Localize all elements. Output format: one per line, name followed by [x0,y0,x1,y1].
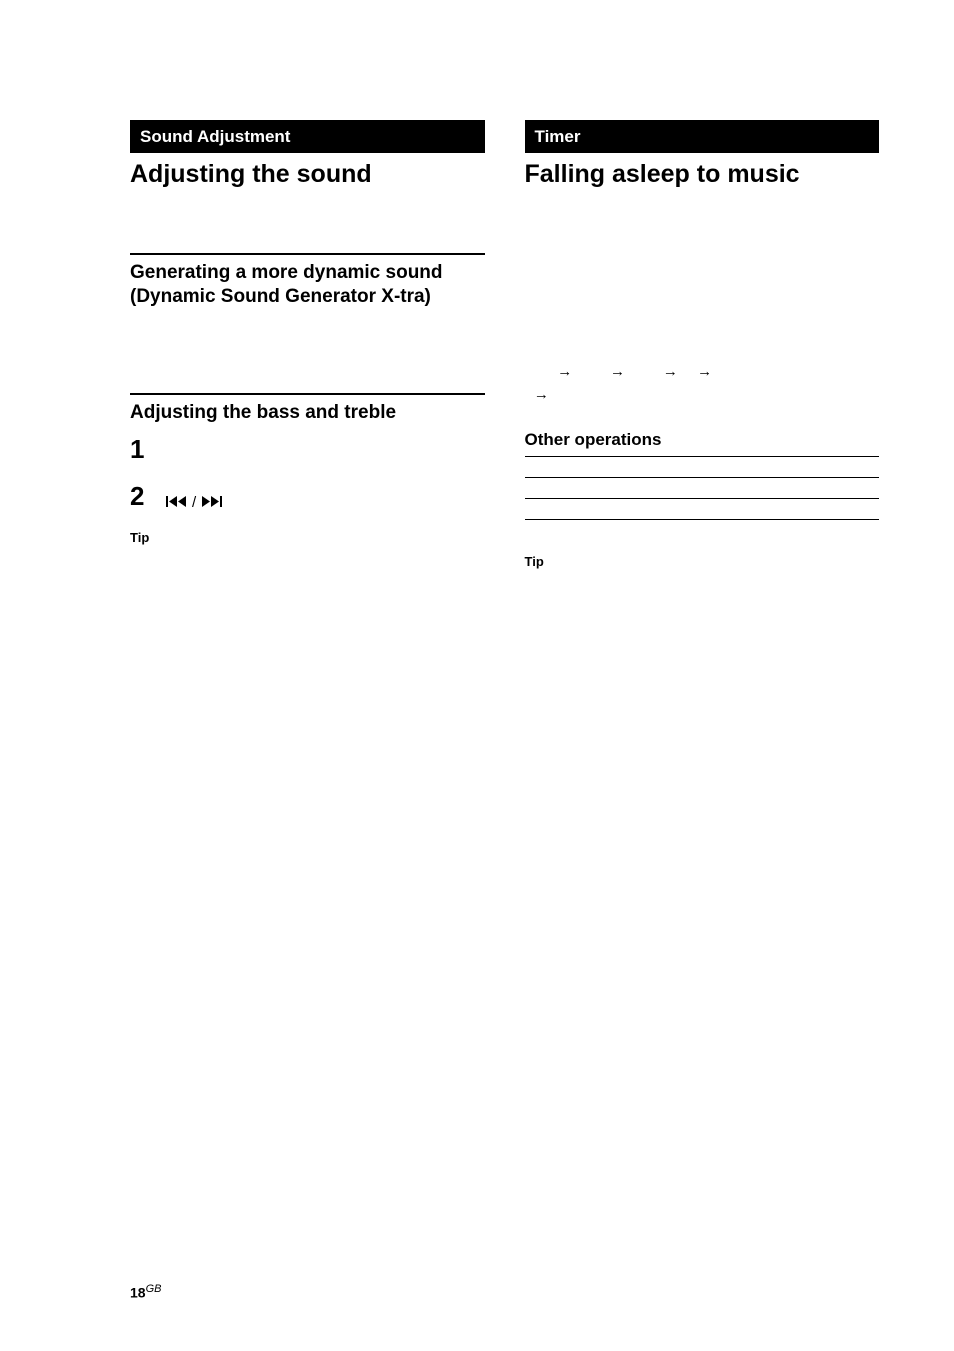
table-row [525,478,880,499]
arrow-right-icon: → [663,363,679,380]
table-row [525,499,880,520]
step-text: / [164,491,224,511]
ops-to [525,457,688,478]
skip-back-icon [166,493,188,513]
page-number-value: 18 [130,1285,146,1301]
page-number-suffix: GB [146,1283,162,1295]
table-row [525,457,880,478]
tip-label: Tip [525,554,880,569]
tip-label: Tip [130,530,485,545]
spacer [130,337,485,393]
sleep-sequence: → → → → → [525,361,880,406]
step-2: 2 / [130,481,485,512]
step-number: 1 [130,434,164,465]
section-bar-timer: Timer [525,120,880,153]
ops-do [688,478,879,499]
rule [130,253,485,255]
left-column: Sound Adjustment Adjusting the sound Gen… [130,120,485,569]
page-number: 18GB [130,1283,161,1301]
subheading-dynamic-sound: Generating a more dynamic sound (Dynamic… [130,261,485,309]
two-column-layout: Sound Adjustment Adjusting the sound Gen… [130,120,879,569]
slash: / [192,493,196,513]
arrow-right-icon: → [697,363,713,380]
arrow-right-icon: → [610,363,626,380]
other-operations-table [525,456,880,520]
page: Sound Adjustment Adjusting the sound Gen… [0,0,954,1351]
spacer [525,253,880,361]
subheading-bass-treble: Adjusting the bass and treble [130,401,485,425]
heading-falling-asleep: Falling asleep to music [525,159,880,189]
ops-do [688,457,879,478]
step-1: 1 [130,434,485,465]
arrow-right-icon: → [557,363,573,380]
skip-forward-icon [200,493,222,513]
ops-to [525,478,688,499]
section-bar-sound-adjustment: Sound Adjustment [130,120,485,153]
other-operations-heading: Other operations [525,430,880,450]
arrow-right-icon: → [534,386,550,403]
ops-to [525,499,688,520]
step-number: 2 [130,481,164,512]
heading-adjusting-the-sound: Adjusting the sound [130,159,485,189]
transport-icons: / [166,493,222,513]
right-column: Timer Falling asleep to music → → → → → … [525,120,880,569]
rule [130,393,485,395]
ops-do [688,499,879,520]
